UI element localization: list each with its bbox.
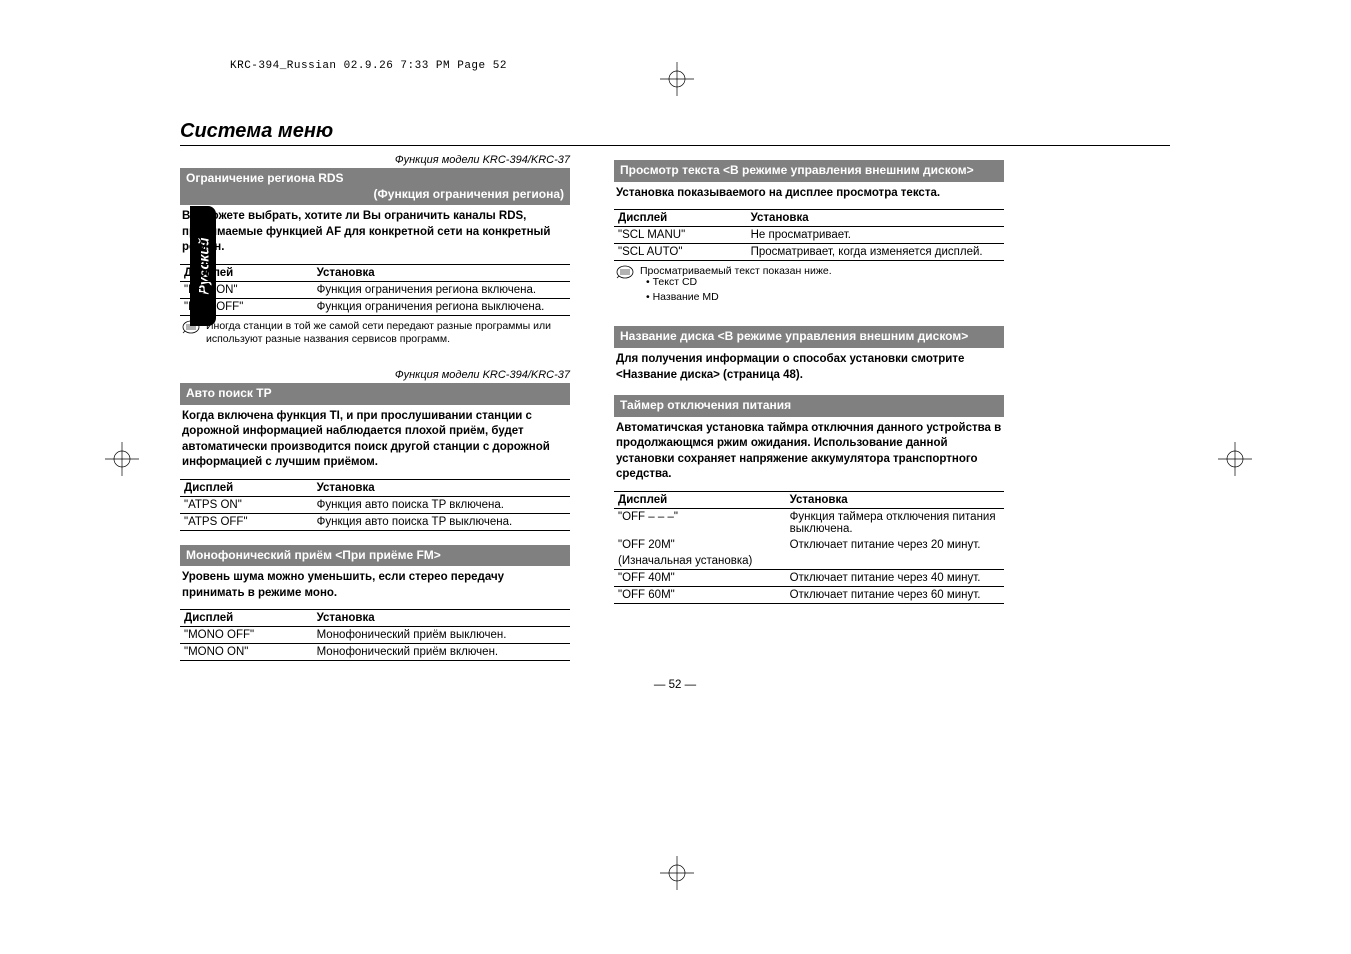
registration-mark-bottom bbox=[660, 856, 694, 890]
cell-setting: Функция авто поиска TP включена. bbox=[313, 496, 570, 513]
cell-display: "SCL AUTO" bbox=[614, 244, 747, 261]
cell-display: "REG ON" bbox=[180, 281, 313, 298]
table-row: "MONO ON"Монофонический приём включен. bbox=[180, 644, 570, 661]
section-header-atps: Авто поиск TP bbox=[180, 383, 570, 405]
tbody-textscroll: "SCL MANU"Не просматривает."SCL AUTO"Про… bbox=[614, 227, 1004, 261]
cell-display: "OFF 60M" bbox=[614, 586, 786, 603]
table-row: "MONO OFF"Монофонический приём выключен. bbox=[180, 627, 570, 644]
section-title: Просмотр текста <В режиме управления вне… bbox=[620, 163, 974, 177]
section-subtitle: (Функция ограничения региона) bbox=[186, 187, 564, 203]
th-display: Дисплей bbox=[614, 491, 786, 508]
registration-mark-top bbox=[660, 62, 694, 96]
cell-display: (Изначальная установка) bbox=[614, 553, 1004, 570]
section-title: Название диска <В режиме управления внеш… bbox=[620, 329, 968, 343]
cell-setting: Функция ограничения региона выключена. bbox=[313, 298, 570, 315]
note-icon bbox=[182, 320, 200, 334]
page-number: — 52 — bbox=[180, 679, 1170, 691]
th-setting: Установка bbox=[786, 491, 1004, 508]
section-body-discname: Для получения информации о способах уста… bbox=[614, 348, 1004, 389]
cell-setting: Монофонический приём выключен. bbox=[313, 627, 570, 644]
section-title: Монофонический приём <При приёме FM> bbox=[186, 548, 441, 562]
table-rds: Дисплей Установка "REG ON"Функция ограни… bbox=[180, 264, 570, 316]
bullet-list: • Текст CD • Название MD bbox=[614, 275, 1004, 304]
note-rds: Иногда станции в той же самой сети перед… bbox=[180, 316, 570, 355]
section-header-textscroll: Просмотр текста <В режиме управления вне… bbox=[614, 160, 1004, 182]
cell-display: "OFF 40M" bbox=[614, 569, 786, 586]
cell-setting: Функция ограничения региона включена. bbox=[313, 281, 570, 298]
table-atps: Дисплей Установка "ATPS ON"Функция авто … bbox=[180, 479, 570, 531]
bullet-item: • Текст CD bbox=[646, 275, 1004, 290]
section-title: Таймер отключения питания bbox=[620, 398, 791, 412]
th-display: Дисплей bbox=[614, 210, 747, 227]
th-display: Дисплей bbox=[180, 264, 313, 281]
th-display: Дисплей bbox=[180, 479, 313, 496]
table-row: "REG OFF"Функция ограничения региона вык… bbox=[180, 298, 570, 315]
page-title: Система меню bbox=[180, 120, 1170, 146]
section-header-rds: Ограничение региона RDS (Функция огранич… bbox=[180, 168, 570, 205]
cell-setting: Не просматривает. bbox=[747, 227, 1004, 244]
cell-setting: Отключает питание через 40 минут. bbox=[786, 569, 1004, 586]
cell-setting: Монофонический приём включен. bbox=[313, 644, 570, 661]
table-row: "OFF 20M"Отключает питание через 20 мину… bbox=[614, 537, 1004, 553]
cell-setting: Функция таймера отключения питания выклю… bbox=[786, 508, 1004, 537]
table-row: "SCL AUTO"Просматривает, когда изменяетс… bbox=[614, 244, 1004, 261]
cell-display: "SCL MANU" bbox=[614, 227, 747, 244]
section-body-mono: Уровень шума можно уменьшить, если стере… bbox=[180, 566, 570, 607]
section-title: Авто поиск TP bbox=[186, 386, 272, 400]
section-header-timer: Таймер отключения питания bbox=[614, 395, 1004, 417]
table-textscroll: Дисплей Установка "SCL MANU"Не просматри… bbox=[614, 209, 1004, 261]
section-header-discname: Название диска <В режиме управления внеш… bbox=[614, 326, 1004, 348]
th-setting: Установка bbox=[313, 610, 570, 627]
cell-display: "MONO OFF" bbox=[180, 627, 313, 644]
table-row: "SCL MANU"Не просматривает. bbox=[614, 227, 1004, 244]
tbody-mono: "MONO OFF"Монофонический приём выключен.… bbox=[180, 627, 570, 661]
model-note-2: Функция модели KRC-394/KRC-37 bbox=[180, 369, 570, 381]
section-body-textscroll: Установка показываемого на дисплее просм… bbox=[614, 182, 1004, 208]
table-mono: Дисплей Установка "MONO OFF"Монофоническ… bbox=[180, 609, 570, 661]
th-setting: Установка bbox=[313, 264, 570, 281]
cell-display: "ATPS ON" bbox=[180, 496, 313, 513]
right-column: Просмотр текста <В режиме управления вне… bbox=[614, 154, 1004, 661]
cell-display: "OFF – – –" bbox=[614, 508, 786, 537]
table-row: "ATPS OFF"Функция авто поиска TP выключе… bbox=[180, 513, 570, 530]
note-text: Иногда станции в той же самой сети перед… bbox=[206, 320, 568, 347]
cell-setting: Отключает питание через 60 минут. bbox=[786, 586, 1004, 603]
page-content: Система меню Функция модели KRC-394/KRC-… bbox=[180, 120, 1170, 691]
th-setting: Установка bbox=[313, 479, 570, 496]
table-row: "ATPS ON"Функция авто поиска TP включена… bbox=[180, 496, 570, 513]
section-body-atps: Когда включена функция TI, и при прослуш… bbox=[180, 405, 570, 477]
section-header-mono: Монофонический приём <При приёме FM> bbox=[180, 545, 570, 567]
cell-display: "REG OFF" bbox=[180, 298, 313, 315]
table-row: "OFF – – –"Функция таймера отключения пи… bbox=[614, 508, 1004, 537]
th-setting: Установка bbox=[747, 210, 1004, 227]
th-display: Дисплей bbox=[180, 610, 313, 627]
cell-setting: Просматривает, когда изменяется дисплей. bbox=[747, 244, 1004, 261]
cell-display: "MONO ON" bbox=[180, 644, 313, 661]
section-title: Ограничение региона RDS bbox=[186, 171, 344, 185]
tbody-timer: "OFF – – –"Функция таймера отключения пи… bbox=[614, 508, 1004, 603]
tbody-rds: "REG ON"Функция ограничения региона вклю… bbox=[180, 281, 570, 315]
left-column: Функция модели KRC-394/KRC-37 Ограничени… bbox=[180, 154, 570, 661]
section-body-timer: Автоматичская установка таймра отключния… bbox=[614, 417, 1004, 489]
bullet-item: • Название MD bbox=[646, 290, 1004, 305]
print-header: KRC-394_Russian 02.9.26 7:33 PM Page 52 bbox=[230, 60, 507, 72]
table-timer: Дисплей Установка "OFF – – –"Функция тай… bbox=[614, 491, 1004, 604]
model-note-1: Функция модели KRC-394/KRC-37 bbox=[180, 154, 570, 166]
registration-mark-right bbox=[1218, 442, 1252, 476]
table-row: "REG ON"Функция ограничения региона вклю… bbox=[180, 281, 570, 298]
section-body-rds: Вы можете выбрать, хотите ли Вы ограничи… bbox=[180, 205, 570, 262]
cell-display: "ATPS OFF" bbox=[180, 513, 313, 530]
table-row: "OFF 40M"Отключает питание через 40 мину… bbox=[614, 569, 1004, 586]
cell-setting: Отключает питание через 20 минут. bbox=[786, 537, 1004, 553]
table-row: "OFF 60M"Отключает питание через 60 мину… bbox=[614, 586, 1004, 603]
cell-setting: Функция авто поиска TP выключена. bbox=[313, 513, 570, 530]
registration-mark-left bbox=[105, 442, 139, 476]
cell-display: "OFF 20M" bbox=[614, 537, 786, 553]
tbody-atps: "ATPS ON"Функция авто поиска TP включена… bbox=[180, 496, 570, 530]
table-row: (Изначальная установка) bbox=[614, 553, 1004, 570]
